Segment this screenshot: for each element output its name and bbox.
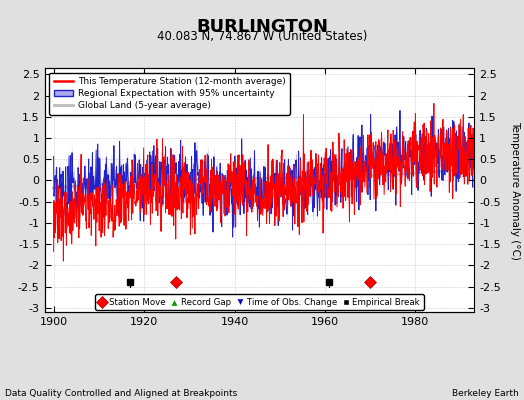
Text: Data Quality Controlled and Aligned at Breakpoints: Data Quality Controlled and Aligned at B… xyxy=(5,389,237,398)
Y-axis label: Temperature Anomaly (°C): Temperature Anomaly (°C) xyxy=(510,120,520,260)
Text: 40.083 N, 74.867 W (United States): 40.083 N, 74.867 W (United States) xyxy=(157,30,367,43)
Text: Berkeley Earth: Berkeley Earth xyxy=(452,389,519,398)
Text: BURLINGTON: BURLINGTON xyxy=(196,18,328,36)
Legend: Station Move, Record Gap, Time of Obs. Change, Empirical Break: Station Move, Record Gap, Time of Obs. C… xyxy=(95,294,423,310)
